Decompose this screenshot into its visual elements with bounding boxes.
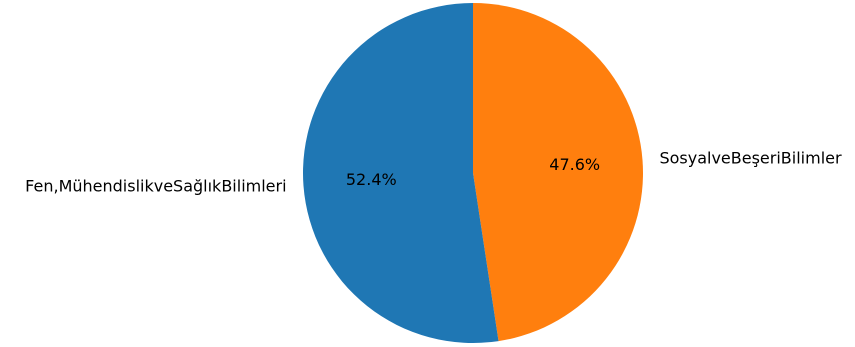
pie-slices	[302, 3, 643, 343]
pie-slice	[302, 3, 499, 343]
pie-labels: SosyalveBeşeriBilimler 47.6% Fen,Mühendisl…	[25, 148, 842, 195]
slice-percent-label: 47.6%	[549, 155, 600, 174]
slice-category-label: Fen,MühendislikveSağlıkBilimleri	[25, 177, 286, 196]
pie-slice	[473, 3, 643, 342]
slice-percent-label: 52.4%	[346, 170, 397, 189]
slice-category-label: SosyalveBeşeriBilimler	[659, 148, 842, 167]
